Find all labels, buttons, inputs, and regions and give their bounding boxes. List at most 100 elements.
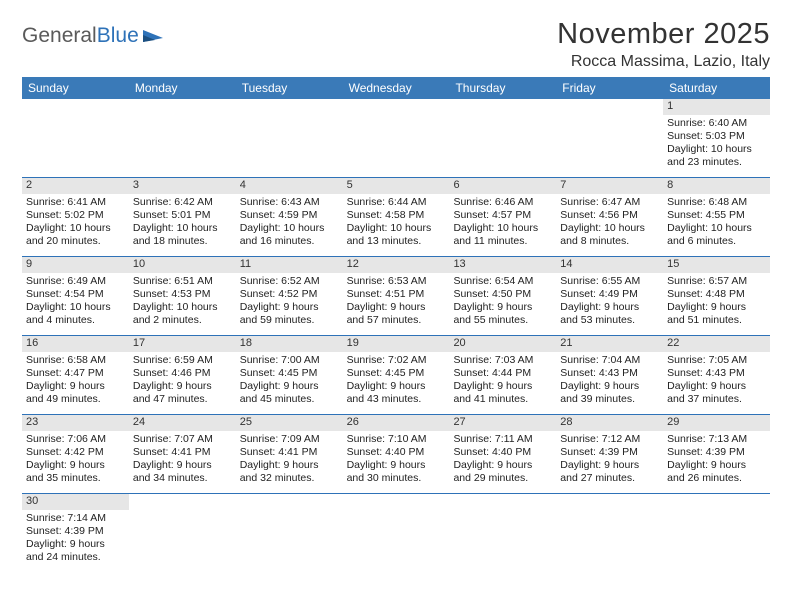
week-row: 16Sunrise: 6:58 AMSunset: 4:47 PMDayligh… xyxy=(22,336,770,415)
daylight2-text: and 32 minutes. xyxy=(240,472,339,485)
sunset-text: Sunset: 4:41 PM xyxy=(240,446,339,459)
sunset-text: Sunset: 4:50 PM xyxy=(453,288,552,301)
daylight2-text: and 24 minutes. xyxy=(26,551,125,564)
week-row: 9 Sunrise: 6:49 AMSunset: 4:54 PM Daylight… xyxy=(22,257,770,336)
sunset-text: Sunset: 4:59 PM xyxy=(240,209,339,222)
day-cell xyxy=(556,494,663,572)
sunrise-text: Sunrise: 7:03 AM xyxy=(453,354,552,367)
daylight1-text: Daylight: 9 hours xyxy=(26,459,125,472)
day-number: 29 xyxy=(663,415,770,431)
daylight2-text: and 2 minutes. xyxy=(133,314,232,327)
logo-flag-icon xyxy=(141,28,165,46)
day-cell xyxy=(343,494,450,572)
daylight2-text: and 29 minutes. xyxy=(453,472,552,485)
daylight1-text: Daylight: 10 hours xyxy=(453,222,552,235)
day-number: 24 xyxy=(129,415,236,431)
day-number: 4 xyxy=(236,178,343,194)
day-number: 11 xyxy=(236,257,343,273)
daylight2-text: and 57 minutes. xyxy=(347,314,446,327)
title-block: November 2025 Rocca Massima, Lazio, Ital… xyxy=(557,18,770,71)
day-cell: 4Sunrise: 6:43 AMSunset: 4:59 PMDaylight… xyxy=(236,178,343,256)
day-number: 10 xyxy=(129,257,236,273)
day-cell xyxy=(343,99,450,177)
sunrise-text: Sunrise: 6:42 AM xyxy=(133,196,232,209)
daylight1-text: Daylight: 9 hours xyxy=(26,380,125,393)
daylight2-text: and 49 minutes. xyxy=(26,393,125,406)
day-cell: 19Sunrise: 7:02 AMSunset: 4:45 PMDayligh… xyxy=(343,336,450,414)
daylight2-text: and 6 minutes. xyxy=(667,235,766,248)
day-cell: 6Sunrise: 6:46 AMSunset: 4:57 PMDaylight… xyxy=(449,178,556,256)
daylight1-text: Daylight: 9 hours xyxy=(560,301,659,314)
daylight1-text: Daylight: 9 hours xyxy=(560,380,659,393)
day-cell: 21 Sunrise: 7:04 AMSunset: 4:43 PMDayligh… xyxy=(556,336,663,414)
daylight2-text: and 47 minutes. xyxy=(133,393,232,406)
day-cell: 12Sunrise: 6:53 AMSunset: 4:51 PMDayligh… xyxy=(343,257,450,335)
week-row: 30Sunrise: 7:14 AMSunset: 4:39 PMDayligh… xyxy=(22,494,770,572)
day-number: 3 xyxy=(129,178,236,194)
daylight2-text: and 43 minutes. xyxy=(347,393,446,406)
day-cell: 26Sunrise: 7:10 AMSunset: 4:40 PMDayligh… xyxy=(343,415,450,493)
calendar-page: GeneralBlue November 2025 Rocca Massima,… xyxy=(0,0,792,572)
day-cell: 1Sunrise: 6:40 AMSunset: 5:03 PMDaylight… xyxy=(663,99,770,177)
sunset-text: Sunset: 4:52 PM xyxy=(240,288,339,301)
day-number: 19 xyxy=(343,336,450,352)
day-header: Saturday xyxy=(663,77,770,99)
sunset-text: Sunset: 4:39 PM xyxy=(667,446,766,459)
daylight1-text: Daylight: 9 hours xyxy=(667,380,766,393)
day-header: Monday xyxy=(129,77,236,99)
day-cell xyxy=(129,494,236,572)
day-cell: 16Sunrise: 6:58 AMSunset: 4:47 PMDayligh… xyxy=(22,336,129,414)
sunset-text: Sunset: 5:03 PM xyxy=(667,130,766,143)
day-cell: 5Sunrise: 6:44 AMSunset: 4:58 PMDaylight… xyxy=(343,178,450,256)
sunset-text: Sunset: 4:49 PM xyxy=(560,288,659,301)
daylight2-text: and 39 minutes. xyxy=(560,393,659,406)
sunrise-text: Sunrise: 7:09 AM xyxy=(240,433,339,446)
sunset-text: Sunset: 4:43 PM xyxy=(560,367,659,380)
daylight2-text: and 53 minutes. xyxy=(560,314,659,327)
day-number: 15 xyxy=(663,257,770,273)
sunset-text: Sunset: 4:55 PM xyxy=(667,209,766,222)
day-number: 2 xyxy=(22,178,129,194)
daylight1-text: Daylight: 9 hours xyxy=(453,459,552,472)
sunrise-text: Sunrise: 7:04 AM xyxy=(560,354,659,367)
daylight1-text: Daylight: 10 hours xyxy=(133,301,232,314)
sunset-text: Sunset: 4:53 PM xyxy=(133,288,232,301)
sunrise-text: Sunrise: 7:11 AM xyxy=(453,433,552,446)
day-number: 6 xyxy=(449,178,556,194)
daylight1-text: Daylight: 10 hours xyxy=(667,222,766,235)
sunset-text: Sunset: 5:01 PM xyxy=(133,209,232,222)
day-cell: 15Sunrise: 6:57 AMSunset: 4:48 PMDayligh… xyxy=(663,257,770,335)
sunrise-text: Sunrise: 7:07 AM xyxy=(133,433,232,446)
sunrise-text: Sunrise: 6:59 AM xyxy=(133,354,232,367)
daylight1-text: Daylight: 9 hours xyxy=(240,380,339,393)
day-cell: 28Sunrise: 7:12 AMSunset: 4:39 PMDayligh… xyxy=(556,415,663,493)
day-number: 9 xyxy=(22,257,129,273)
week-row: 1Sunrise: 6:40 AMSunset: 5:03 PMDaylight… xyxy=(22,99,770,178)
daylight1-text: Daylight: 9 hours xyxy=(240,459,339,472)
sunrise-text: Sunrise: 6:49 AM xyxy=(26,275,125,288)
weeks-container: 1Sunrise: 6:40 AMSunset: 5:03 PMDaylight… xyxy=(22,99,770,572)
daylight1-text: Daylight: 9 hours xyxy=(347,380,446,393)
day-cell: 13Sunrise: 6:54 AMSunset: 4:50 PMDayligh… xyxy=(449,257,556,335)
day-header: Tuesday xyxy=(236,77,343,99)
day-header: Wednesday xyxy=(343,77,450,99)
daylight2-text: and 51 minutes. xyxy=(667,314,766,327)
day-number: 22 xyxy=(663,336,770,352)
day-cell: 27Sunrise: 7:11 AMSunset: 4:40 PMDayligh… xyxy=(449,415,556,493)
day-cell: 22Sunrise: 7:05 AMSunset: 4:43 PMDayligh… xyxy=(663,336,770,414)
sunset-text: Sunset: 4:54 PM xyxy=(26,288,125,301)
day-number: 17 xyxy=(129,336,236,352)
week-row: 23Sunrise: 7:06 AMSunset: 4:42 PMDayligh… xyxy=(22,415,770,494)
day-cell xyxy=(449,99,556,177)
sunrise-text: Sunrise: 6:52 AM xyxy=(240,275,339,288)
daylight2-text: and 16 minutes. xyxy=(240,235,339,248)
day-number: 5 xyxy=(343,178,450,194)
sunset-text: Sunset: 4:57 PM xyxy=(453,209,552,222)
sunrise-text: Sunrise: 6:54 AM xyxy=(453,275,552,288)
daylight2-text: and 20 minutes. xyxy=(26,235,125,248)
day-header: Sunday xyxy=(22,77,129,99)
daylight1-text: Daylight: 9 hours xyxy=(347,301,446,314)
daylight2-text: and 45 minutes. xyxy=(240,393,339,406)
daylight2-text: and 11 minutes. xyxy=(453,235,552,248)
day-number: 21 xyxy=(556,336,663,352)
